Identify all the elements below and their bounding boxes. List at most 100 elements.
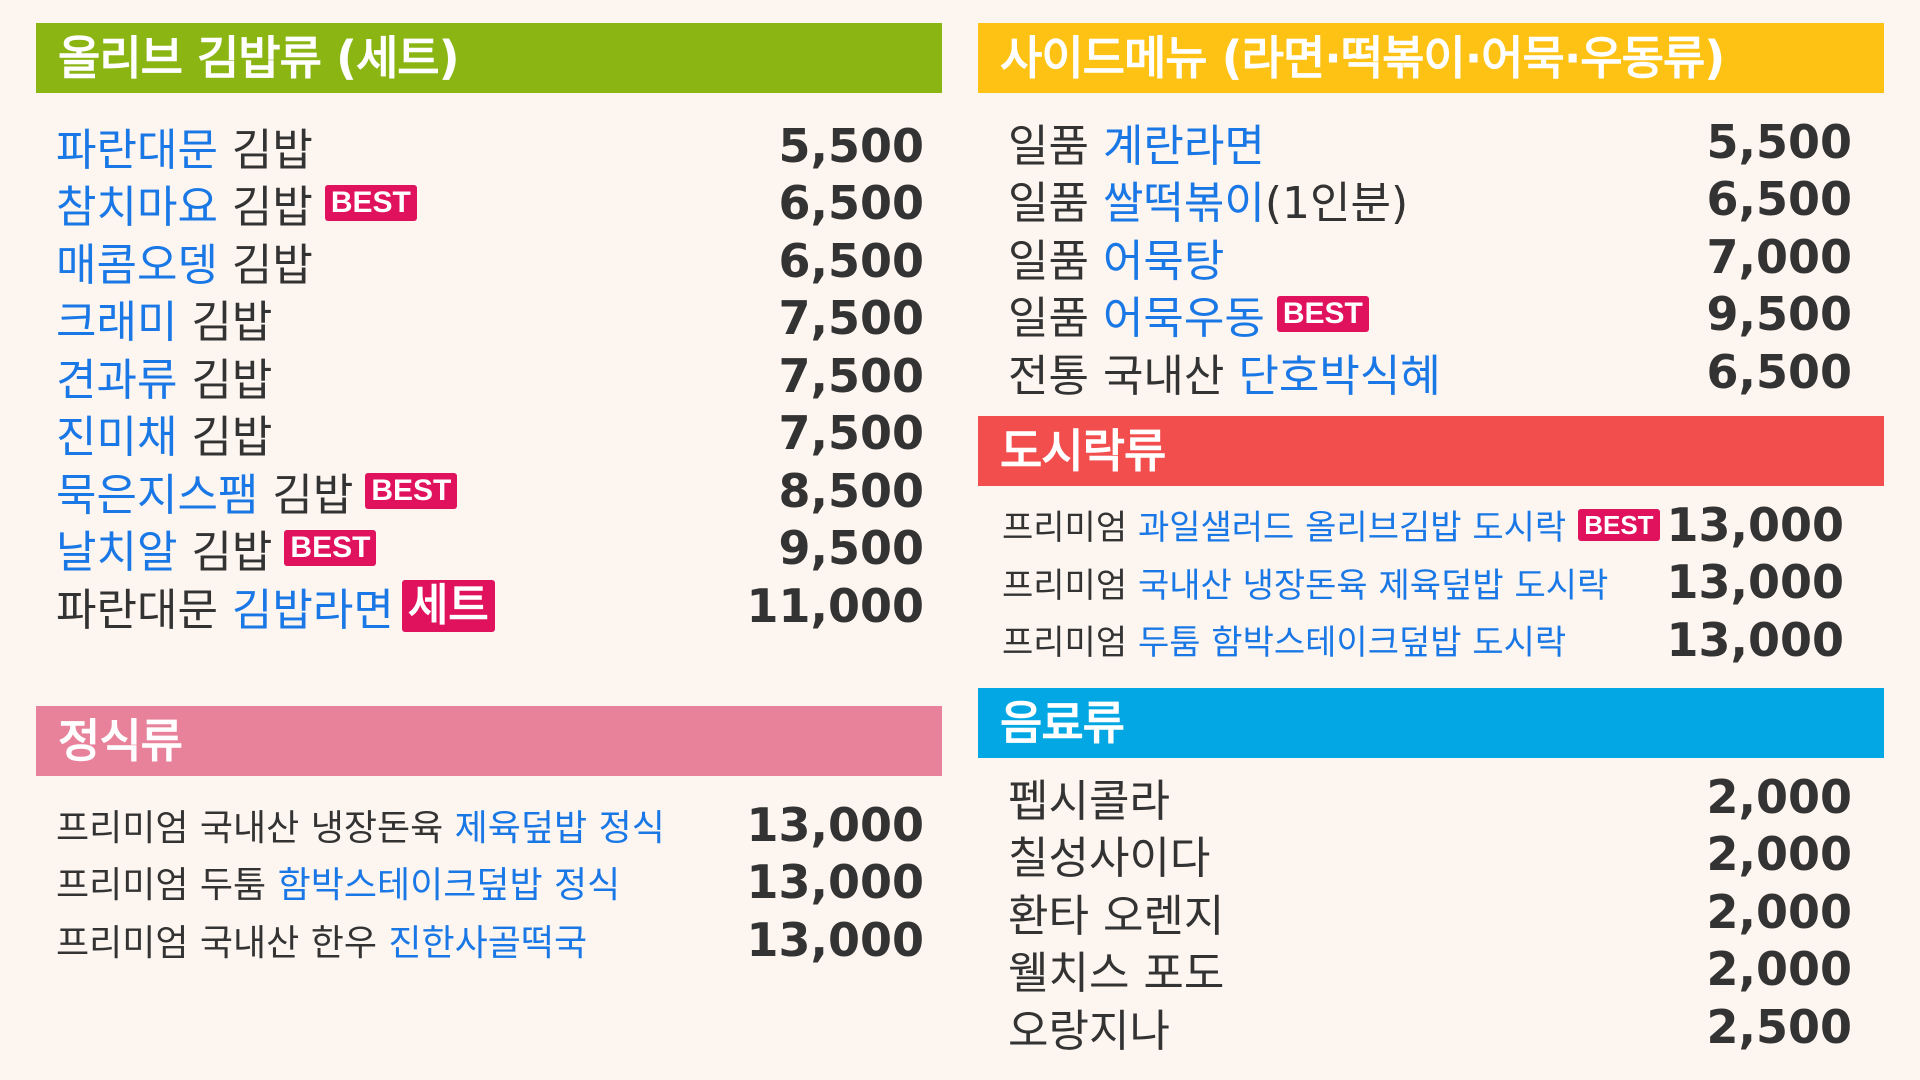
- item-highlight: 단호박식혜: [1238, 350, 1441, 402]
- menu-item-name: 프리미엄 국내산 냉장돈육 제육덮밥 도시락: [1002, 558, 1608, 607]
- menu-item-drink[interactable]: 펩시콜라 2,000: [1008, 768, 1852, 827]
- item-prefix: 일품: [1008, 120, 1103, 172]
- item-prefix: 프리미엄 국내산 냉장돈육: [56, 807, 455, 849]
- best-badge: BEST: [1578, 508, 1660, 541]
- item-suffix: (1인분): [1264, 178, 1409, 230]
- menu-item-side[interactable]: 일품 어묵탕 7,000: [1008, 228, 1852, 287]
- menu-item-drink[interactable]: 칠성사이다 2,000: [1008, 826, 1852, 884]
- menu-item-name: 웰치스 포도: [1008, 948, 1225, 1000]
- menu-item-price: 6,500: [1706, 344, 1852, 399]
- item-highlight: 크래미: [56, 297, 178, 349]
- menu-item-side[interactable]: 일품 쌀떡볶이 (1인분) 6,500: [1008, 171, 1852, 229]
- item-rest: 김밥: [258, 469, 354, 521]
- item-prefix: 전통 국내산: [1008, 350, 1239, 402]
- menu-item-name: 날치알 김밥 BEST: [56, 516, 377, 580]
- item-highlight: 진한사골떡국: [388, 922, 588, 964]
- menu-item-dosirak[interactable]: 프리미엄 국내산 냉장돈육 제육덮밥 도시락 13,000: [1002, 554, 1844, 612]
- side-section: 사이드메뉴 (라면·떡볶이·어묵·우동류) 일품 계란라면 5,500 일품 쌀…: [978, 23, 1884, 404]
- item-prefix: 파란대문: [56, 584, 232, 636]
- menu-item-price: 2,000: [1706, 942, 1852, 997]
- menu-item-kimbap[interactable]: 크래미 김밥 7,500: [56, 290, 924, 348]
- menu-item-price: 8,500: [778, 463, 924, 518]
- menu-item-dosirak[interactable]: 프리미엄 과일샐러드 올리브김밥 도시락 BEST 13,000: [1002, 496, 1844, 554]
- menu-item-drink[interactable]: 웰치스 포도 2,000: [1008, 941, 1852, 999]
- menu-item-price: 5,500: [1706, 114, 1852, 169]
- menu-item-jeongsik[interactable]: 프리미엄 국내산 한우 진한사골떡국 13,000: [56, 911, 924, 969]
- menu-item-price: 13,000: [1666, 555, 1844, 610]
- item-highlight: 김밥라면: [231, 584, 394, 636]
- item-rest: 김밥: [217, 124, 313, 176]
- item-prefix: 일품: [1008, 235, 1103, 287]
- item-highlight: 매콤오뎅: [56, 239, 218, 291]
- item-prefix: 프리미엄 국내산 한우: [56, 922, 389, 964]
- item-rest: 김밥: [177, 297, 273, 349]
- menu-item-kimbap[interactable]: 견과류 김밥 7,500: [56, 344, 924, 408]
- menu-item-kimbap-set[interactable]: 파란대문 김밥라면 세트 11,000: [56, 577, 924, 636]
- menu-item-kimbap[interactable]: 날치알 김밥 BEST 9,500: [56, 520, 924, 578]
- menu-item-name: 진미채 김밥: [56, 401, 272, 465]
- menu-item-price: 2,000: [1706, 884, 1852, 939]
- menu-item-side[interactable]: 일품 계란라면 5,500: [1008, 110, 1852, 174]
- menu-item-name: 칠성사이다: [1008, 833, 1211, 885]
- dosirak-header: 도시락류: [978, 416, 1884, 486]
- kimbap-section: 올리브 김밥류 (세트) 파란대문 김밥 5,500 참치마요 김밥 BEST 6…: [36, 23, 942, 636]
- best-badge: BEST: [1276, 296, 1369, 333]
- menu-item-price: 2,000: [1706, 769, 1852, 824]
- item-highlight: 파란대문: [56, 124, 218, 176]
- menu-item-side[interactable]: 일품 어묵우동 BEST 9,500: [1008, 286, 1852, 344]
- menu-item-price: 2,500: [1706, 999, 1852, 1054]
- menu-item-name: 환타 오렌지: [1008, 890, 1225, 942]
- menu-item-price: 13,000: [746, 912, 924, 967]
- menu-item-drink[interactable]: 환타 오렌지 2,000: [1008, 883, 1852, 942]
- menu-item-price: 7,500: [778, 348, 924, 403]
- menu-item-name: 참치마요 김밥 BEST: [56, 171, 417, 235]
- menu-item-name: 프리미엄 두툼 함박스테이크덮밥 정식: [56, 856, 620, 908]
- item-prefix: 프리미엄: [1002, 623, 1138, 664]
- menu-item-kimbap[interactable]: 묵은지스팸 김밥 BEST 8,500: [56, 459, 924, 523]
- menu-item-name: 묵은지스팸 김밥 BEST: [56, 459, 458, 523]
- menu-item-name: 견과류 김밥: [56, 344, 272, 408]
- item-prefix: 일품: [1008, 178, 1103, 230]
- menu-item-price: 13,000: [746, 855, 924, 910]
- menu-item-kimbap[interactable]: 진미채 김밥 7,500: [56, 405, 924, 463]
- jeongsik-header: 정식류: [36, 706, 942, 776]
- menu-item-price: 7,000: [1706, 229, 1852, 284]
- menu-item-jeongsik[interactable]: 프리미엄 두툼 함박스테이크덮밥 정식 13,000: [56, 854, 924, 912]
- best-badge: BEST: [284, 530, 377, 567]
- menu-item-name: 오랑지나: [1008, 1005, 1170, 1057]
- menu-item-price: 13,000: [746, 797, 924, 852]
- item-highlight: 두툼 함박스테이크덮밥 도시락: [1137, 623, 1567, 664]
- menu-item-name: 일품 어묵우동 BEST: [1008, 282, 1369, 346]
- set-badge: 세트: [401, 579, 495, 632]
- item-highlight: 제육덮밥 정식: [454, 807, 665, 849]
- item-rest: 김밥: [217, 182, 313, 234]
- menu-item-jeongsik[interactable]: 프리미엄 국내산 냉장돈육 제육덮밥 정식 13,000: [56, 796, 924, 854]
- item-highlight: 진미채: [56, 412, 178, 464]
- menu-item-name: 프리미엄 국내산 한우 진한사골떡국: [56, 914, 587, 966]
- menu-item-side[interactable]: 전통 국내산 단호박식혜 6,500: [1008, 340, 1852, 404]
- menu-item-price: 7,500: [778, 406, 924, 461]
- item-prefix: 프리미엄: [1002, 508, 1138, 549]
- menu-item-kimbap[interactable]: 파란대문 김밥 5,500: [56, 114, 924, 178]
- menu-item-drink[interactable]: 오랑지나 2,500: [1008, 998, 1852, 1057]
- menu-item-dosirak[interactable]: 프리미엄 두툼 함박스테이크덮밥 도시락 13,000: [1002, 611, 1844, 669]
- item-highlight: 쌀떡볶이: [1102, 178, 1265, 230]
- menu-item-price: 13,000: [1666, 497, 1844, 552]
- item-highlight: 묵은지스팸: [56, 469, 259, 521]
- menu-item-name: 프리미엄 과일샐러드 올리브김밥 도시락 BEST: [1002, 500, 1660, 549]
- menu-item-kimbap[interactable]: 매콤오뎅 김밥 6,500: [56, 232, 924, 291]
- menu-item-name: 일품 계란라면: [1008, 110, 1265, 174]
- menu-item-price: 5,500: [778, 118, 924, 173]
- item-rest: 김밥: [177, 412, 273, 464]
- menu-item-name: 파란대문 김밥: [56, 114, 313, 178]
- dosirak-list: 프리미엄 과일샐러드 올리브김밥 도시락 BEST 13,000 프리미엄 국내산…: [1002, 496, 1844, 669]
- item-highlight: 과일샐러드 올리브김밥 도시락: [1137, 508, 1567, 549]
- menu-item-price: 6,500: [778, 176, 924, 231]
- menu-item-name: 일품 쌀떡볶이 (1인분): [1008, 167, 1408, 231]
- menu-item-name: 전통 국내산 단호박식혜: [1008, 340, 1441, 404]
- jeongsik-list: 프리미엄 국내산 냉장돈육 제육덮밥 정식 13,000 프리미엄 두툼 함박스…: [56, 796, 924, 969]
- menu-item-price: 2,000: [1706, 827, 1852, 882]
- menu-item-kimbap[interactable]: 참치마요 김밥 BEST 6,500: [56, 175, 924, 233]
- item-prefix: 일품: [1008, 293, 1103, 345]
- jeongsik-section: 정식류 프리미엄 국내산 냉장돈육 제육덮밥 정식 13,000 프리미엄 두툼…: [36, 706, 942, 969]
